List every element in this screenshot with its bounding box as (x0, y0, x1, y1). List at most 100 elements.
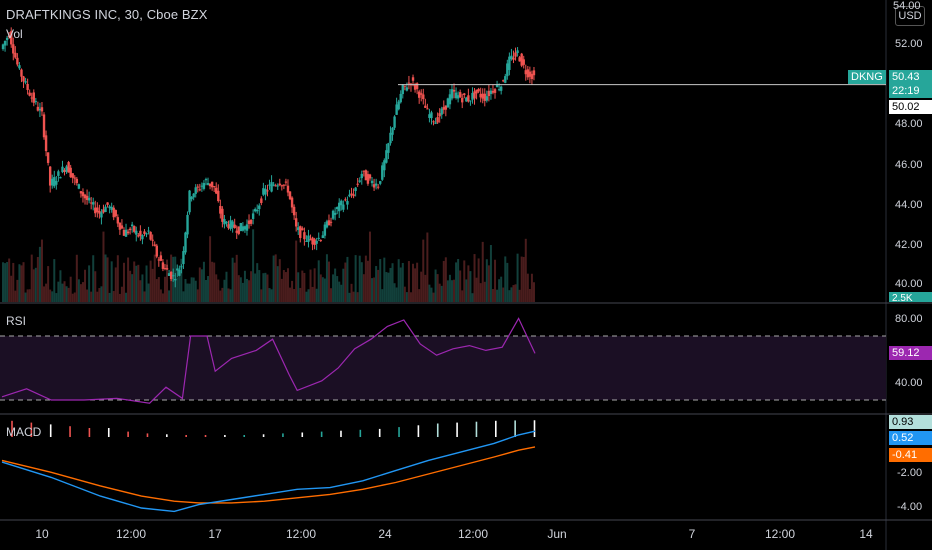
candle-body (532, 70, 536, 76)
volume-bar (81, 282, 84, 302)
volume-bar (409, 292, 412, 302)
volume-bar (22, 262, 25, 302)
candle-body (116, 217, 120, 224)
volume-bar (528, 288, 531, 302)
candle-body (379, 181, 382, 184)
candle-body (370, 180, 374, 184)
candle-body (331, 210, 335, 219)
candle-body (182, 251, 185, 265)
line-price-tag: 50.02 (889, 100, 932, 114)
volume-bar (129, 270, 132, 302)
candle-body (59, 177, 62, 179)
volume-bar (471, 293, 474, 302)
candle-body (450, 89, 454, 99)
volume-bar (143, 291, 146, 302)
signal-line-tag: -0.41 (889, 448, 932, 462)
candle-body (299, 226, 302, 238)
price-tick: 42.00 (895, 239, 923, 251)
candle-body (333, 212, 337, 215)
volume-bar (504, 256, 507, 302)
volume-bar (305, 291, 308, 302)
candle-body (40, 107, 44, 112)
candle-body (395, 104, 398, 115)
volume-bar (196, 289, 199, 302)
candle-body (307, 235, 310, 242)
candle-body (36, 106, 40, 111)
rsi-tick: 80.00 (895, 313, 923, 325)
candle-body (114, 210, 117, 217)
volume-bar (450, 280, 453, 302)
candle-body (502, 80, 505, 82)
volume-bar (125, 292, 128, 302)
candle-body (510, 55, 513, 59)
candle-body (458, 92, 462, 98)
volume-bar (416, 262, 419, 302)
candle-body (141, 235, 144, 240)
candle-body (516, 50, 519, 54)
volume-tag: 2.5K (889, 292, 932, 302)
volume-bar (30, 254, 33, 302)
candle-body (180, 266, 183, 268)
time-label: 7 (688, 527, 696, 541)
candle-body (1, 44, 5, 50)
volume-bar (385, 272, 388, 302)
candle-body (329, 221, 333, 223)
volume-bar (278, 259, 281, 302)
volume-bar (61, 283, 64, 302)
candle-body (352, 194, 355, 197)
volume-bar (286, 268, 289, 302)
candle-body (358, 180, 361, 182)
candle-body (399, 93, 402, 103)
candle-body (178, 269, 181, 276)
candle-body (215, 187, 218, 194)
candle-body (444, 105, 448, 110)
volume-bar (79, 284, 82, 302)
volume-bar (215, 274, 218, 302)
candle-body (426, 108, 429, 110)
candle-body (446, 98, 450, 108)
candle-body (28, 92, 31, 96)
time-label: 17 (208, 527, 222, 541)
volume-bar (36, 256, 39, 302)
volume-bar (49, 289, 52, 302)
candle-body (272, 184, 275, 186)
volume-bar (268, 288, 271, 302)
candle-body (290, 197, 294, 208)
volume-bar (420, 271, 423, 302)
volume-bar (217, 279, 220, 302)
volume-bar (348, 292, 351, 302)
candle-body (368, 174, 372, 179)
candle-body (420, 93, 423, 95)
candle-body (98, 210, 101, 214)
volume-bar (204, 279, 207, 302)
time-label: 24 (378, 527, 392, 541)
volume-bar (432, 292, 435, 302)
volume-bar (284, 272, 287, 302)
candle-body (130, 224, 134, 227)
volume-bar (104, 254, 107, 302)
candle-body (26, 83, 29, 90)
candle-body (346, 201, 349, 205)
macd-histogram-tag: 0.93 (889, 415, 932, 429)
volume-bar (358, 255, 361, 302)
volume-bar (280, 278, 283, 302)
volume-bar (377, 269, 380, 302)
volume-bar (45, 283, 48, 302)
currency-button[interactable]: USD (895, 6, 925, 26)
candle-body (7, 35, 11, 38)
volume-bar (344, 262, 347, 302)
volume-bar (526, 273, 529, 302)
volume-bar (2, 262, 5, 302)
volume-bar (202, 261, 205, 302)
volume-bar (75, 254, 78, 302)
volume-label: Vol (6, 27, 23, 41)
candle-body (415, 83, 419, 89)
volume-bar (313, 268, 316, 302)
volume-bar (108, 292, 111, 302)
volume-bar (176, 277, 179, 302)
volume-bar (364, 255, 367, 302)
candle-body (133, 225, 136, 232)
candle-body (258, 205, 261, 210)
candle-body (63, 170, 66, 172)
